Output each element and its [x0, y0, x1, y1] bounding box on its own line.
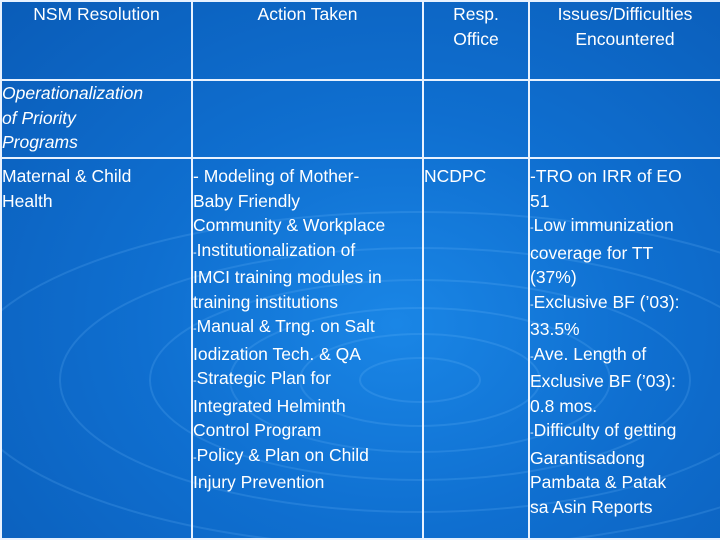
section-title: Operationalization of Priority Programs: [0, 79, 193, 159]
section-empty-office: [422, 79, 530, 159]
action-taken-cell: - Modeling of Mother- Baby Friendly Comm…: [191, 157, 424, 540]
section-empty-action: [191, 79, 424, 159]
header-issues: Issues/Difficulties Encountered: [528, 0, 720, 81]
section-row: Operationalization of Priority Programs: [0, 79, 720, 159]
resp-office-cell: NCDPC: [422, 157, 530, 540]
header-resp-office: Resp. Office: [422, 0, 530, 81]
header-row: NSM Resolution Action Taken Resp. Office…: [0, 0, 720, 81]
header-nsm-resolution: NSM Resolution: [0, 0, 193, 81]
header-action-taken: Action Taken: [191, 0, 424, 81]
issues-cell: -TRO on IRR of EO 51 -Low immunization c…: [528, 157, 720, 540]
resolution-cell: Maternal & Child Health: [0, 157, 193, 540]
section-empty-issues: [528, 79, 720, 159]
table-row: Maternal & Child Health - Modeling of Mo…: [0, 157, 720, 540]
